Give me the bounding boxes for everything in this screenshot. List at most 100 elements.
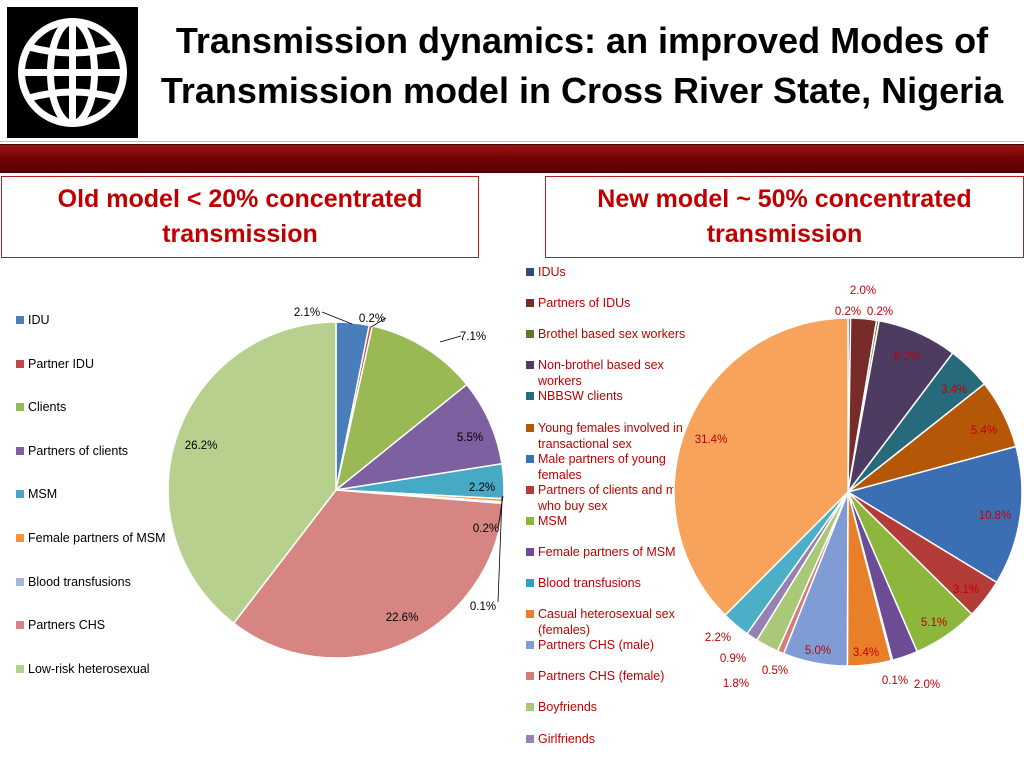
legend-label: Partners CHS (male): [538, 638, 654, 653]
divider: [0, 141, 1024, 142]
data-label: 3.4%: [941, 384, 967, 396]
legend-swatch: [526, 579, 534, 587]
legend-swatch: [16, 577, 24, 586]
legend-swatch: [526, 423, 534, 432]
data-label: 0.2%: [867, 306, 893, 318]
data-label: 0.5%: [762, 665, 788, 677]
legend-label: IDUs: [538, 265, 566, 279]
legend-swatch: [16, 446, 24, 455]
legend-label: Male partners of young females: [538, 451, 666, 482]
legend-swatch: [526, 268, 534, 276]
legend-label: Clients: [28, 400, 67, 415]
header-band: [0, 144, 1024, 173]
data-label: 0.1%: [882, 675, 908, 687]
data-label: 5.0%: [805, 645, 831, 657]
legend-label: Female partners of MSM: [538, 544, 676, 559]
legend-swatch: [16, 490, 24, 499]
leader-line: [321, 311, 353, 325]
old-model-heading-line-2: transmission: [162, 220, 318, 248]
legend-swatch: [526, 454, 534, 463]
legend-swatch: [526, 610, 534, 619]
legend-label: Partner IDU: [28, 356, 94, 371]
legend-label: Partners CHS: [28, 618, 106, 633]
legend-swatch: [16, 316, 24, 324]
data-label: 5.1%: [921, 617, 947, 629]
legend-swatch: [16, 621, 24, 630]
legend-swatch: [526, 485, 534, 494]
new-model-legend: IDUs Partners of IDUs Brothel based sex wo…: [526, 264, 696, 754]
data-label: 2.2%: [469, 482, 495, 494]
legend-swatch: [16, 403, 24, 412]
data-label: 2.0%: [850, 285, 876, 297]
legend-swatch: [526, 299, 534, 308]
legend-label: MSM: [28, 487, 58, 502]
pie-slice: [673, 317, 849, 617]
leader-line: [439, 335, 462, 343]
data-label: 2.2%: [705, 632, 731, 644]
legend-label: Boyfriends: [538, 700, 598, 715]
legend-swatch: [526, 641, 534, 650]
legend-label: Partners of clients: [28, 443, 129, 458]
globe-icon: [18, 18, 127, 127]
pie-slice: [846, 445, 1023, 584]
page-title: Transmission dynamics: an improved Modes…: [148, 16, 1016, 116]
old-model-legend: IDU Partner IDU Clients Partners of clients…: [16, 312, 186, 692]
data-label: 1.8%: [723, 678, 749, 690]
data-label: 6.2%: [894, 351, 920, 363]
legend-label: Female partners of MSM: [28, 531, 166, 545]
legend-label: Partners of IDUs: [538, 296, 631, 311]
pie-slice: [232, 489, 505, 659]
legend-label: MSM: [538, 513, 568, 528]
data-label: 0.9%: [720, 653, 746, 665]
data-label: 2.0%: [914, 679, 940, 691]
legend-label: IDU: [28, 313, 50, 327]
data-label: 0.2%: [359, 313, 385, 325]
data-label: 2.1%: [294, 307, 320, 319]
legend-label: Partners of clients and men who buy sex: [538, 482, 691, 513]
legend-swatch: [526, 330, 534, 339]
legend-swatch: [526, 547, 534, 556]
legend-swatch: [16, 664, 24, 673]
legend-label: Low-risk heterosexual: [28, 661, 150, 676]
data-label: 10.8%: [979, 510, 1012, 522]
data-label: 22.6%: [386, 612, 419, 624]
legend-swatch: [526, 392, 534, 401]
legend-swatch: [526, 516, 534, 525]
data-label: 0.1%: [470, 601, 496, 613]
data-label: 7.1%: [460, 331, 486, 343]
pie-slice: [334, 325, 468, 492]
title-line-1: Transmission dynamics: an improved Modes…: [175, 20, 989, 61]
new-model-heading-line-1: New model ~ 50% concentrated: [597, 185, 972, 213]
old-model-heading: Old model < 20% concentrated transmissio…: [1, 176, 479, 258]
data-label: 5.5%: [457, 432, 483, 444]
leader-line: [370, 317, 387, 328]
legend-label: Young females involved in transactional …: [538, 420, 683, 451]
old-model-heading-line-1: Old model < 20% concentrated: [57, 185, 423, 213]
legend-swatch: [526, 672, 534, 681]
legend-swatch: [526, 703, 534, 712]
legend-label: NBBSW clients: [538, 389, 623, 404]
leader-line: [497, 496, 503, 603]
new-model-heading-line-2: transmission: [706, 220, 863, 248]
logo: [7, 7, 138, 138]
legend-label: Blood transfusions: [538, 576, 641, 590]
new-model-heading: New model ~ 50% concentrated transmissio…: [545, 176, 1024, 258]
legend-label: Blood transfusions: [28, 574, 131, 589]
legend-label: Casual heterosexual sex (females): [538, 607, 675, 638]
legend-label: Brothel based sex workers: [538, 327, 686, 342]
data-label: 0.2%: [835, 306, 861, 318]
data-label: 5.4%: [971, 425, 997, 437]
legend-label: Girlfriends: [538, 731, 595, 746]
legend-swatch: [526, 734, 534, 743]
legend-label: Non-brothel based sex workers: [538, 358, 664, 389]
data-label: 3.1%: [953, 584, 979, 596]
title-line-2: Transmission model in Cross River State,…: [160, 70, 1004, 111]
legend-swatch: [16, 534, 24, 542]
data-label: 31.4%: [695, 434, 728, 446]
legend-label: Partners CHS (female): [538, 669, 665, 684]
data-label: 3.4%: [853, 647, 879, 659]
pie-slice: [333, 383, 503, 492]
legend-swatch: [16, 359, 24, 368]
data-label: 0.2%: [473, 523, 499, 535]
